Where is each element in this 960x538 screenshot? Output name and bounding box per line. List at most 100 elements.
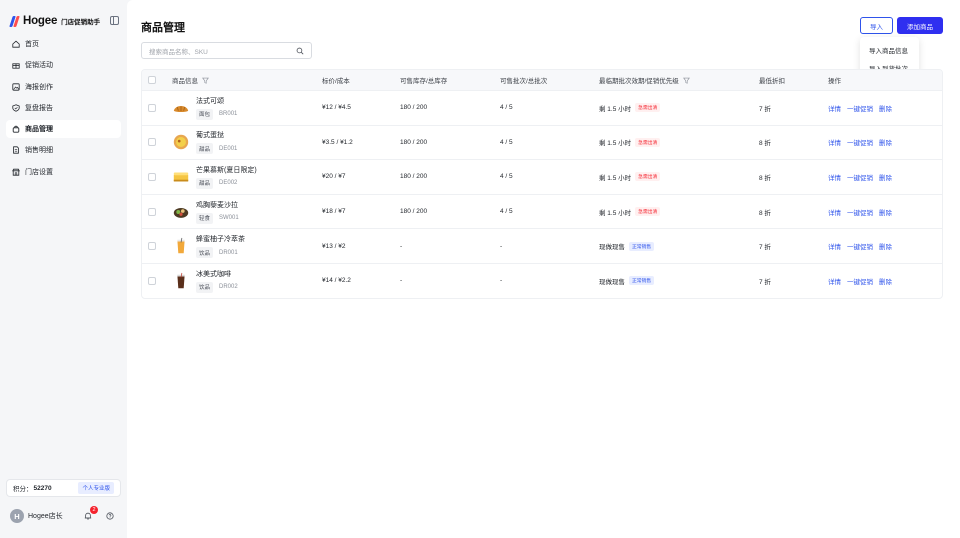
category-tag: 饮品 <box>196 281 214 293</box>
add-product-button[interactable]: 添加商品 <box>897 17 943 34</box>
column-header: 最临期批次效期/促销优先级 <box>599 78 679 85</box>
delete-link[interactable]: 删除 <box>879 174 892 182</box>
document-icon <box>12 146 20 155</box>
table-row: 鸡胸藜麦沙拉 轻食 SW001 ¥18 / ¥7 180 / 200 4 / 5 剩 1.5… <box>142 193 942 229</box>
search-input[interactable]: 搜索商品名称、SKU <box>141 42 312 59</box>
promote-link[interactable]: 一键促销 <box>847 105 873 113</box>
category-tag: 甜品 <box>196 177 214 189</box>
select-all-checkbox[interactable] <box>148 76 156 84</box>
promote-link[interactable]: 一键促销 <box>847 244 873 252</box>
logo-text: Hogee <box>23 15 58 27</box>
detail-link[interactable]: 详情 <box>828 174 841 182</box>
table-row: 法式可颂 面包 BR001 ¥12 / ¥4.5 180 / 200 4 / 5 剩 1.5… <box>142 90 942 125</box>
sku-code: SW001 <box>219 215 239 222</box>
detail-link[interactable]: 详情 <box>828 244 841 252</box>
promote-link[interactable]: 一键促销 <box>847 209 873 217</box>
category-tag: 饮品 <box>196 247 214 259</box>
product-image <box>172 272 190 290</box>
min-discount: 8 折 <box>759 174 771 182</box>
sku-code: DE001 <box>219 145 238 152</box>
category-tag: 面包 <box>196 108 214 120</box>
row-checkbox[interactable] <box>148 103 156 112</box>
points-value: 52270 <box>33 484 52 492</box>
table-body: 法式可颂 面包 BR001 ¥12 / ¥4.5 180 / 200 4 / 5 剩 1.5… <box>142 90 942 298</box>
column-header: 可售库存/总库存 <box>400 78 448 85</box>
status-badge: 正常销售 <box>629 276 655 286</box>
row-checkbox[interactable] <box>148 172 156 181</box>
row-checkbox[interactable] <box>148 138 156 147</box>
product-name: 葡式蛋挞 <box>196 132 224 140</box>
page-title: 商品管理 <box>141 22 185 34</box>
status-badge: 正常销售 <box>629 241 655 251</box>
sidebar-nav: 首页 促销活动 海报创作 复盘报告 商品管理 销售明细 门店设置 <box>6 35 121 184</box>
detail-link[interactable]: 详情 <box>828 105 841 113</box>
sidebar-item-label: 门店设置 <box>25 168 53 176</box>
search-icon[interactable] <box>296 47 304 55</box>
sidebar-item-label: 首页 <box>25 41 39 48</box>
detail-link[interactable]: 详情 <box>828 209 841 217</box>
row-checkbox[interactable] <box>148 276 156 285</box>
logo-icon <box>9 15 20 27</box>
min-discount: 7 折 <box>759 278 771 286</box>
filter-icon[interactable] <box>682 77 690 84</box>
detail-link[interactable]: 详情 <box>828 278 841 286</box>
sidebar-item-home[interactable]: 首页 <box>6 35 121 53</box>
promote-link[interactable]: 一键促销 <box>847 278 873 286</box>
delete-link[interactable]: 删除 <box>879 105 892 113</box>
sidebar-item-store-settings[interactable]: 门店设置 <box>6 163 121 181</box>
category-tag: 甜品 <box>196 143 214 155</box>
product-name: 法式可颂 <box>196 97 224 105</box>
main-content: 商品管理 导入 添加商品 导入商品信息 导入到货批次 搜索商品名称、SKU 商品… <box>127 0 960 538</box>
status-badge: 急需出清 <box>635 207 661 217</box>
help-icon[interactable] <box>106 512 114 520</box>
expiry: 剩 1.5 小时 <box>599 140 632 148</box>
sidebar-item-promotions[interactable]: 促销活动 <box>6 56 121 74</box>
promote-link[interactable]: 一键促销 <box>847 140 873 148</box>
gift-icon <box>12 61 20 69</box>
import-button[interactable]: 导入 <box>860 17 893 34</box>
report-icon <box>12 104 20 112</box>
price-cost: ¥20 / ¥7 <box>322 173 346 181</box>
delete-link[interactable]: 删除 <box>879 209 892 217</box>
delete-link[interactable]: 删除 <box>879 278 892 286</box>
product-image <box>172 168 190 186</box>
row-checkbox[interactable] <box>148 207 156 216</box>
user-profile: H Hogee店长 2 <box>10 506 120 524</box>
plan-badge[interactable]: 个人专业版 <box>78 482 114 494</box>
delete-link[interactable]: 删除 <box>879 140 892 148</box>
row-checkbox[interactable] <box>148 242 156 251</box>
avatar[interactable]: H <box>10 509 24 523</box>
search-placeholder: 搜索商品名称、SKU <box>149 48 208 56</box>
batches: - <box>500 242 503 250</box>
min-discount: 8 折 <box>759 209 771 217</box>
batches: 4 / 5 <box>500 138 513 146</box>
menu-item-import-products[interactable]: 导入商品信息 <box>869 48 908 55</box>
store-icon <box>12 168 20 176</box>
sidebar-item-posters[interactable]: 海报创作 <box>6 78 121 96</box>
sidebar-item-reports[interactable]: 复盘报告 <box>6 99 121 117</box>
status-badge: 急需出清 <box>635 137 661 147</box>
product-name: 鸡胸藜麦沙拉 <box>196 201 238 209</box>
bell-icon[interactable] <box>84 512 92 520</box>
filter-icon[interactable] <box>202 77 209 84</box>
points-card: 积分： 52270 个人专业版 <box>6 479 121 497</box>
column-header: 最低折扣 <box>759 78 785 85</box>
stock: 180 / 200 <box>400 173 428 181</box>
stock: - <box>400 242 403 250</box>
product-name: 芒果慕斯(夏日限定) <box>196 166 257 174</box>
sidebar-item-products[interactable]: 商品管理 <box>6 120 121 139</box>
batches: 4 / 5 <box>500 208 513 216</box>
home-icon <box>12 40 20 48</box>
sidebar-item-label: 促销活动 <box>25 62 53 70</box>
detail-link[interactable]: 详情 <box>828 140 841 148</box>
stock: - <box>400 277 403 285</box>
brand-logo[interactable]: Hogee 门店促销助手 <box>9 14 100 28</box>
sidebar-collapse-icon[interactable] <box>110 16 119 25</box>
promote-link[interactable]: 一键促销 <box>847 174 873 182</box>
user-name[interactable]: Hogee店长 <box>28 513 63 520</box>
image-icon <box>12 82 20 91</box>
expiry: 剩 1.5 小时 <box>599 174 632 182</box>
batches: 4 / 5 <box>500 104 513 112</box>
delete-link[interactable]: 删除 <box>879 244 892 252</box>
sidebar-item-sales[interactable]: 销售明细 <box>6 141 121 159</box>
